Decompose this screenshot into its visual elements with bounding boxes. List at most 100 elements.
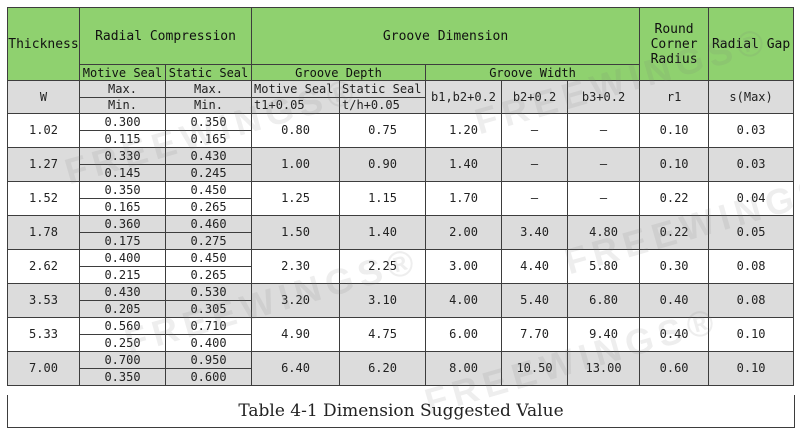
cell-motive-min: 0.350 [79, 368, 166, 386]
cell-b3: 4.80 [567, 215, 641, 250]
cell-t1: 2.30 [251, 249, 341, 284]
cell-t1: 0.80 [251, 113, 341, 148]
cell-static-max: 0.450 [164, 249, 253, 267]
subheader-r1: r1 [639, 80, 710, 114]
table-row: 1.27 0.330 0.430 1.00 0.90 1.40— —0.10 0.03 [7, 147, 795, 182]
cell-s: 0.08 [708, 249, 795, 284]
cell-th: 2.25 [339, 249, 427, 284]
cell-static-min: 0.600 [164, 368, 253, 386]
cell-b2: — [501, 181, 569, 216]
header-radial-gap: Radial Gap [708, 7, 795, 81]
cell-b2: 3.40 [501, 215, 569, 250]
cell-th: 4.75 [339, 317, 427, 352]
cell-thickness: 1.02 [7, 113, 80, 148]
cell-motive-max: 0.400 [79, 249, 166, 267]
cell-th: 0.90 [339, 147, 427, 182]
cell-b3: — [567, 147, 641, 182]
cell-thickness: 1.52 [7, 181, 80, 216]
subheader-th: t/h+0.05 [339, 96, 427, 114]
cell-static-min: 0.305 [164, 300, 253, 318]
cell-static-min: 0.265 [164, 266, 253, 284]
cell-motive-min: 0.215 [79, 266, 166, 284]
cell-motive-max: 0.350 [79, 181, 166, 199]
cell-b2: 10.50 [501, 351, 569, 386]
cell-t1: 6.40 [251, 351, 341, 386]
cell-t1: 1.00 [251, 147, 341, 182]
subheader-b2: b2+0.2 [501, 80, 569, 114]
cell-motive-min: 0.165 [79, 198, 166, 216]
header-groove-width: Groove Width [425, 64, 641, 81]
cell-b1b2: 4.00 [425, 283, 503, 318]
cell-b1b2: 8.00 [425, 351, 503, 386]
cell-th: 1.40 [339, 215, 427, 250]
cell-motive-max: 0.700 [79, 351, 166, 369]
cell-s: 0.03 [708, 147, 795, 182]
header-groove-dimension: Groove Dimension [251, 7, 641, 65]
cell-s: 0.10 [708, 351, 795, 386]
cell-b3: — [567, 181, 641, 216]
subheader-motive-seal: Motive Seal [251, 80, 341, 98]
subheader-motive-min: Min. [79, 96, 166, 114]
cell-b1b2: 1.70 [425, 181, 503, 216]
cell-b1b2: 1.40 [425, 147, 503, 182]
cell-thickness: 3.53 [7, 283, 80, 318]
cell-thickness: 1.78 [7, 215, 80, 250]
cell-b1b2: 3.00 [425, 249, 503, 284]
cell-static-min: 0.165 [164, 130, 253, 148]
cell-static-max: 0.460 [164, 215, 253, 233]
cell-static-max: 0.710 [164, 317, 253, 335]
cell-s: 0.10 [708, 317, 795, 352]
header-round-corner-radius: Round Corner Radius [639, 7, 710, 81]
cell-static-min: 0.400 [164, 334, 253, 352]
cell-motive-min: 0.205 [79, 300, 166, 318]
cell-b2: 4.40 [501, 249, 569, 284]
cell-s: 0.08 [708, 283, 795, 318]
table-row: 1.02 0.300 0.350 0.80 0.75 1.20— —0.10 0.03 [7, 113, 795, 148]
cell-b2: — [501, 147, 569, 182]
cell-r1: 0.10 [639, 113, 710, 148]
subheader-b3: b3+0.2 [567, 80, 641, 114]
table-caption: Table 4-1 Dimension Suggested Value [7, 395, 795, 428]
cell-motive-min: 0.115 [79, 130, 166, 148]
table-row: 0.205 0.305 [8, 300, 794, 318]
cell-r1: 0.40 [639, 317, 710, 352]
cell-t1: 3.20 [251, 283, 341, 318]
cell-r1: 0.10 [639, 147, 710, 182]
table-row: 0.250 0.400 [8, 334, 794, 352]
cell-b2: 5.40 [501, 283, 569, 318]
cell-b3: 9.40 [567, 317, 641, 352]
subheader-s-max: s(Max) [708, 80, 795, 114]
cell-b1b2: 2.00 [425, 215, 503, 250]
cell-motive-max: 0.330 [79, 147, 166, 165]
cell-thickness: 5.33 [7, 317, 80, 352]
cell-motive-max: 0.560 [79, 317, 166, 335]
spec-table-container: Thickness Radial Compression Groove Dime… [7, 7, 795, 428]
cell-thickness: 7.00 [7, 351, 80, 386]
cell-b2: 7.70 [501, 317, 569, 352]
cell-r1: 0.60 [639, 351, 710, 386]
table-row: 5.33 0.560 0.710 4.90 4.75 6.00 7.70 9.40 0.40 0.… [7, 317, 795, 352]
header-radial-compression: Radial Compression [78, 7, 253, 65]
table-row: 1.78 0.360 0.460 1.50 1.40 2.00 3.40 4.80 0.22 0.… [7, 215, 795, 250]
subheader-static-max: Max. [164, 80, 253, 98]
table-row: 0.115 0.165 [8, 130, 794, 148]
cell-b3: 5.80 [567, 249, 641, 284]
cell-motive-min: 0.145 [79, 164, 166, 182]
cell-s: 0.04 [708, 181, 795, 216]
subheader-static-min: Min. [164, 96, 253, 114]
cell-r1: 0.40 [639, 283, 710, 318]
cell-motive-max: 0.430 [79, 283, 166, 301]
cell-motive-min: 0.250 [79, 334, 166, 352]
table-row: 0.350 0.600 [8, 368, 794, 386]
dimension-table: Thickness Radial Compression Groove Dime… [7, 7, 795, 386]
table-row: 1.52 0.350 0.450 1.25 1.15 1.70— —0.22 0.04 [7, 181, 795, 216]
table-row: 7.00 0.700 0.950 6.40 6.20 8.00 10.50 13.00 0.60… [7, 351, 795, 386]
cell-motive-min: 0.175 [79, 232, 166, 250]
cell-static-max: 0.950 [164, 351, 253, 369]
cell-thickness: 2.62 [7, 249, 80, 284]
cell-r1: 0.22 [639, 181, 710, 216]
cell-t1: 1.50 [251, 215, 341, 250]
cell-t1: 4.90 [251, 317, 341, 352]
cell-b2: — [501, 113, 569, 148]
cell-s: 0.03 [708, 113, 795, 148]
